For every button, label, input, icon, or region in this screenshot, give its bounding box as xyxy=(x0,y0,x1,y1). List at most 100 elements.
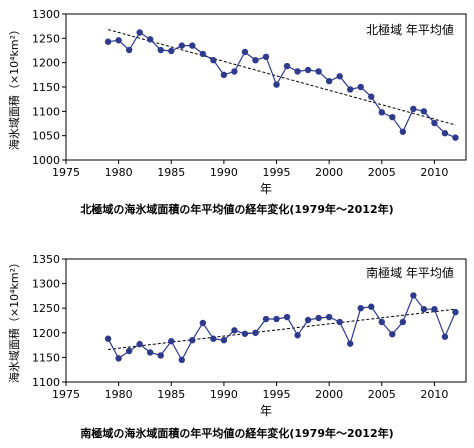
data-point xyxy=(220,336,228,344)
x-tick-label: 2000 xyxy=(315,388,343,401)
data-point xyxy=(273,81,280,88)
data-point xyxy=(104,38,112,45)
y-tick-label: 1100 xyxy=(32,105,60,118)
data-point xyxy=(357,305,364,312)
data-point xyxy=(168,47,175,55)
trend-line xyxy=(108,308,456,351)
data-point xyxy=(304,66,312,74)
data-point xyxy=(283,62,291,70)
data-point xyxy=(157,46,164,54)
data-point xyxy=(273,315,280,323)
x-tick-label: 1985 xyxy=(157,388,185,401)
data-point xyxy=(420,108,428,115)
y-axis-label: 海氷域面積（×10⁴km²） xyxy=(7,24,21,150)
data-point xyxy=(136,29,143,36)
data-point xyxy=(283,313,291,321)
data-point xyxy=(399,318,407,326)
y-tick-label: 1200 xyxy=(32,57,60,70)
data-point xyxy=(147,36,154,43)
data-point xyxy=(452,134,459,141)
data-point xyxy=(147,349,154,356)
data-point xyxy=(241,330,249,337)
y-tick-label: 1250 xyxy=(32,302,60,315)
legend-label: 北極域 年平均値 xyxy=(366,22,454,37)
data-point xyxy=(125,46,133,54)
data-point xyxy=(389,331,396,338)
data-point xyxy=(231,327,238,334)
x-axis-label: 年 xyxy=(260,182,272,196)
x-tick-label: 1995 xyxy=(263,388,291,401)
y-tick-label: 1150 xyxy=(32,81,60,94)
data-point xyxy=(241,48,249,56)
data-point xyxy=(410,292,417,299)
data-point xyxy=(210,57,217,64)
data-point xyxy=(441,130,449,137)
data-point xyxy=(220,71,228,79)
data-point xyxy=(325,77,333,85)
chart-title: 北極域の海氷域面積の年平均値の経年変化(1979年〜2012年) xyxy=(80,202,393,216)
data-point xyxy=(452,308,459,316)
x-tick-label: 2005 xyxy=(368,166,396,179)
y-axis-ticks: 1000 1050 1100 1150 1200 1250 1300 xyxy=(32,8,66,167)
x-tick-label: 2010 xyxy=(420,166,448,179)
series-line xyxy=(108,31,456,139)
data-point xyxy=(431,305,438,313)
data-point xyxy=(199,50,207,58)
data-point xyxy=(325,313,333,321)
series-marks xyxy=(104,29,459,141)
chart-title: 南極域の海氷域面積の年平均値の経年変化(1979年〜2012年) xyxy=(80,426,393,440)
data-point xyxy=(347,86,354,93)
data-point xyxy=(252,57,259,64)
data-point xyxy=(368,303,375,310)
x-tick-label: 2005 xyxy=(368,388,396,401)
data-point xyxy=(252,329,259,336)
data-point xyxy=(199,319,207,327)
data-point xyxy=(210,335,217,342)
x-tick-label: 1975 xyxy=(52,388,80,401)
data-point xyxy=(231,68,238,75)
data-point xyxy=(441,333,449,340)
data-point xyxy=(315,314,322,322)
y-axis-ticks: 1100 1150 1200 1250 1300 1350 xyxy=(32,253,66,389)
data-point xyxy=(294,68,301,75)
trend-line xyxy=(107,29,456,126)
data-point xyxy=(399,128,407,135)
data-point xyxy=(104,335,112,342)
y-tick-label: 1300 xyxy=(32,278,60,291)
data-point xyxy=(336,73,343,80)
data-point xyxy=(294,332,301,339)
data-point xyxy=(189,42,196,49)
arctic-chart: 1000 1050 1100 1150 1200 1250 1300 1975 1980 198… xyxy=(7,8,467,216)
data-point xyxy=(178,356,185,364)
x-tick-label: 1985 xyxy=(157,166,185,179)
data-point xyxy=(368,93,375,100)
y-tick-label: 1100 xyxy=(32,376,60,389)
x-tick-label: 1995 xyxy=(263,166,291,179)
y-tick-label: 1000 xyxy=(32,154,60,167)
data-point xyxy=(410,105,417,113)
x-axis-label: 年 xyxy=(260,404,272,418)
data-point xyxy=(115,355,122,362)
y-tick-label: 1250 xyxy=(32,32,60,45)
data-point xyxy=(189,336,196,344)
data-point xyxy=(168,337,175,345)
data-point xyxy=(262,315,270,323)
data-point xyxy=(347,340,354,347)
legend-label: 南極域 年平均値 xyxy=(366,265,454,280)
y-tick-label: 1050 xyxy=(32,130,60,143)
data-point xyxy=(178,42,185,49)
data-point xyxy=(357,83,364,91)
x-tick-label: 2010 xyxy=(420,388,448,401)
data-point xyxy=(262,53,270,61)
y-tick-label: 1150 xyxy=(32,351,60,364)
y-tick-label: 1350 xyxy=(32,253,60,266)
data-point xyxy=(136,340,143,348)
antarctic-chart: 1100 1150 1200 1250 1300 1350 1975 1980 1985 199… xyxy=(7,253,467,440)
x-tick-label: 1990 xyxy=(210,388,238,401)
data-point xyxy=(315,68,322,75)
data-point xyxy=(304,316,312,324)
y-tick-label: 1200 xyxy=(32,327,60,340)
x-tick-label: 1980 xyxy=(105,166,133,179)
x-tick-label: 1975 xyxy=(52,166,80,179)
